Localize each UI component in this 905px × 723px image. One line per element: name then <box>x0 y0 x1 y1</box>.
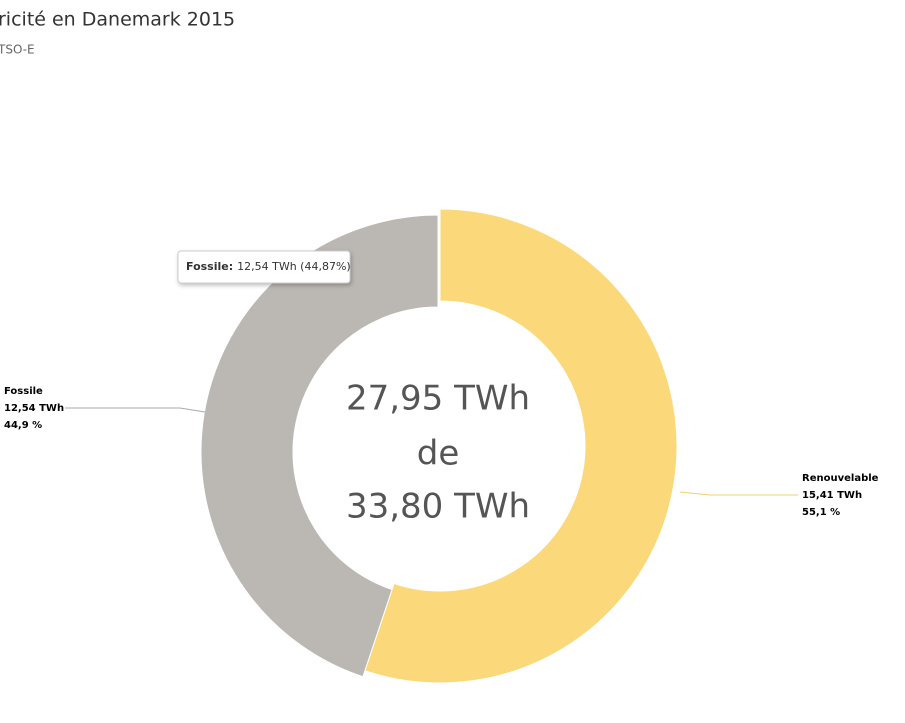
tooltip: Fossile: 12,54 TWh (44,87%) <box>177 250 351 284</box>
tooltip-value: 12,54 TWh (44,87%) <box>237 260 351 273</box>
center-text: 33,80 TWh <box>346 487 530 527</box>
chart-subtitle: TSO-E <box>0 43 35 57</box>
data-label: Renouvelable <box>802 473 879 484</box>
slice <box>200 214 439 678</box>
connector <box>679 491 798 496</box>
center-text: 27,95 TWh <box>346 379 530 419</box>
slice <box>364 208 678 684</box>
data-label: 55,1 % <box>802 507 840 518</box>
tooltip-text: Fossile: 12,54 TWh (44,87%) <box>186 260 351 273</box>
tooltip-series: Fossile: <box>186 260 233 273</box>
tooltip-box <box>177 250 351 284</box>
center-text: de <box>417 434 460 474</box>
data-label: 15,41 TWh <box>802 490 862 501</box>
chart-title: ricité en Danemark 2015 <box>0 9 235 31</box>
data-label: 12,54 TWh <box>4 403 64 414</box>
data-label: 44,9 % <box>4 420 42 431</box>
data-label: Fossile <box>4 386 43 397</box>
connector <box>65 407 206 413</box>
